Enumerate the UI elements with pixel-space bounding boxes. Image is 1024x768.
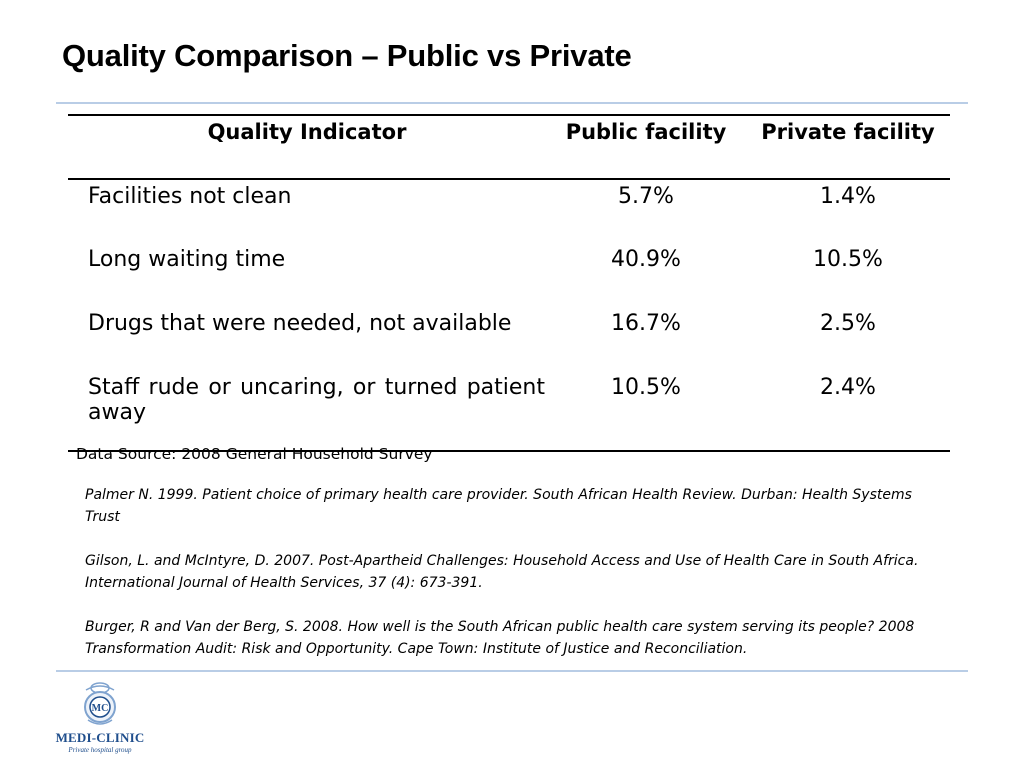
header-private-facility: Private facility <box>746 114 950 180</box>
public-value-cell: 40.9% <box>611 247 681 272</box>
indicator-cell: Drugs that were needed, not available <box>88 311 512 336</box>
slide-title: Quality Comparison – Public vs Private <box>62 38 632 73</box>
public-value-cell: 5.7% <box>618 184 674 209</box>
table-header-row: Quality Indicator Public facility Privat… <box>68 114 950 180</box>
medi-clinic-emblem-icon: MC <box>84 682 116 725</box>
table-row: Long waiting time 40.9% 10.5% <box>68 243 950 307</box>
table-row: Drugs that were needed, not available 16… <box>68 307 950 371</box>
private-value-cell: 1.4% <box>820 184 876 209</box>
top-divider <box>56 102 968 104</box>
indicator-cell: Long waiting time <box>88 247 286 272</box>
bottom-divider <box>56 670 968 672</box>
private-value-cell: 10.5% <box>813 247 883 272</box>
indicator-cell: Facilities not clean <box>88 184 292 209</box>
quality-table: Quality Indicator Public facility Privat… <box>68 114 950 452</box>
table-row: Facilities not clean 5.7% 1.4% <box>68 179 950 243</box>
medi-clinic-logo: MC MEDI-CLINIC Private hospital group <box>54 680 146 756</box>
reference-item: Burger, R and Van der Berg, S. 2008. How… <box>85 619 915 657</box>
header-public-facility: Public facility <box>546 114 746 180</box>
private-value-cell: 2.5% <box>820 311 876 336</box>
indicator-cell: Staff rude or uncaring, or turned patien… <box>68 371 546 452</box>
data-source-note: Data Source: 2008 General Household Surv… <box>76 445 433 463</box>
svg-text:MC: MC <box>92 703 109 714</box>
logo-tagline: Private hospital group <box>68 746 132 754</box>
logo-name: MEDI-CLINIC <box>55 730 145 745</box>
public-value-cell: 16.7% <box>611 311 681 336</box>
reference-item: Gilson, L. and McIntyre, D. 2007. Post-A… <box>85 553 919 591</box>
public-value-cell: 10.5% <box>546 371 746 452</box>
private-value-cell: 2.4% <box>746 371 950 452</box>
header-quality-indicator: Quality Indicator <box>68 114 546 180</box>
reference-item: Palmer N. 1999. Patient choice of primar… <box>85 487 912 525</box>
references-list: Palmer N. 1999. Patient choice of primar… <box>85 484 925 682</box>
table-row: Staff rude or uncaring, or turned patien… <box>68 371 950 452</box>
